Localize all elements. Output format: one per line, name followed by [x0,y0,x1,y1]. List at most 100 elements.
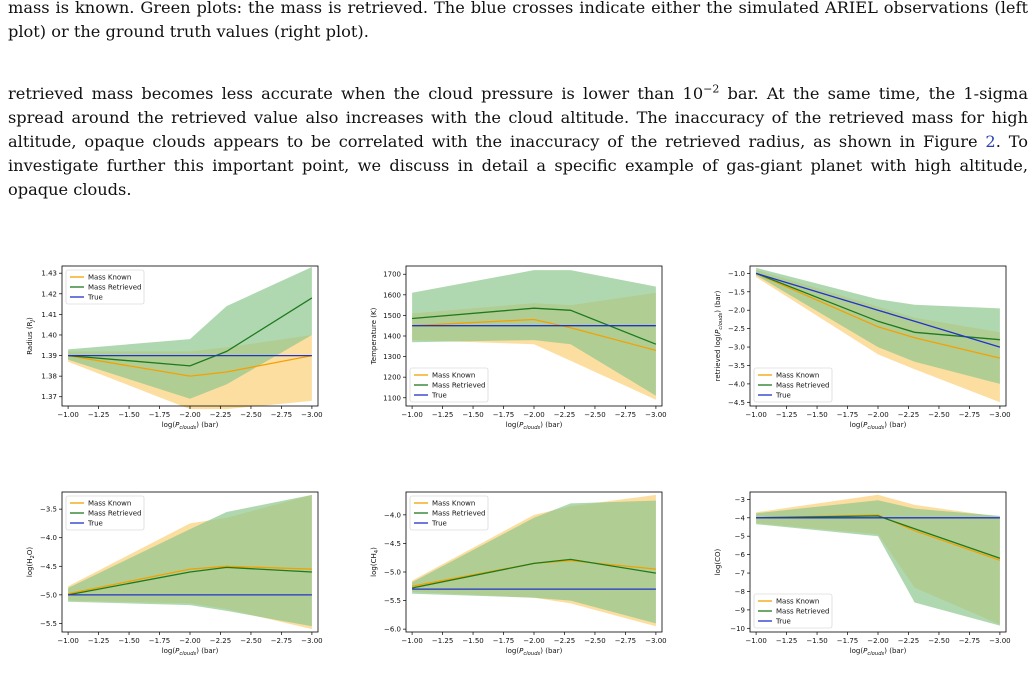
legend-box [753,367,833,403]
x-tick-label: −2.50 [240,411,261,419]
x-tick-label: −1.50 [806,637,827,645]
x-tick-label: −1.75 [149,411,170,419]
paragraph-text: bar. At the same time, the 1-sigma [719,84,1028,103]
x-tick-label: −1.25 [432,637,453,645]
y-tick-label: 1.43 [41,270,57,278]
x-tick-label: −2.50 [584,411,605,419]
x-tick-label: −1.50 [462,637,483,645]
x-tick-label: −3.00 [301,637,322,645]
x-tick-label: −1.50 [118,411,139,419]
ch4-abundance-plot: −1.00 −1.25 −1.50 −1.75 −2.00 −2.25 −2.50 −2.75… [370,491,667,657]
x-tick-label: −2.50 [584,637,605,645]
caption-line: mass is known. Green plots: the mass is … [8,0,1028,17]
x-tick-label: −2.00 [523,637,544,645]
y-tick-label: 1100 [383,394,401,402]
series-line-retrieved [412,307,657,345]
x-tick-label: −1.50 [118,637,139,645]
x-tick-label: −3.00 [645,637,666,645]
legend-label: True [431,520,447,528]
y-tick-label: −4.0 [384,511,401,519]
series-line-retrieved [68,297,313,367]
y-tick-label: 1.39 [41,352,57,360]
x-tick-label: −1.00 [401,637,422,645]
y-tick-label: −3 [735,496,745,504]
paragraph-text: . To [995,132,1028,151]
series-line-retrieved [755,272,1000,341]
y-tick-label: −2.0 [728,307,745,315]
legend-label: Mass Known [432,500,475,508]
legend-label: Mass Retrieved [776,382,829,390]
series-line-known [67,565,312,595]
radius-plot: −1.00 −1.25 −1.50 −1.75 −2.00 −2.25 −2.50 −2.75… [26,265,323,431]
y-tick-label: 1700 [383,271,401,279]
y-tick-label: 1300 [383,353,401,361]
x-tick-label: −1.50 [806,411,827,419]
sigma-band-retrieved [412,500,656,624]
x-tick-label: −2.75 [615,637,636,645]
sigma-band-retrieved [412,270,656,396]
legend-label: Mass Known [776,598,819,606]
x-tick-label: −2.75 [959,411,980,419]
y-tick-label: −6 [735,551,746,559]
y-tick-label: −5 [735,533,745,541]
series-line-true [755,272,1001,348]
y-tick-label: 1400 [383,333,401,341]
h2o-abundance-plot: −1.00 −1.25 −1.50 −1.75 −2.00 −2.25 −2.50 −2.75… [26,491,323,657]
x-tick-label: −1.00 [57,411,78,419]
caption-line: plot) or the ground truth values (right … [8,22,369,41]
y-tick-label: −4.5 [728,399,745,407]
y-tick-label: −10 [730,625,745,633]
temperature-plot: −1.00 −1.25 −1.50 −1.75 −2.00 −2.25 −2.50 −2.75… [370,265,667,431]
sigma-band-retrieved [68,494,312,627]
legend-label: Mass Known [432,372,475,380]
y-tick-label: −2.5 [728,325,745,333]
x-tick-label: −1.25 [88,637,109,645]
series-line-known [67,354,313,377]
paragraph-line: altitude, opaque clouds appears to be co… [8,130,1028,154]
x-tick-label: −2.00 [179,637,200,645]
y-tick-label: −8 [735,588,745,596]
x-tick-label: −2.25 [554,637,575,645]
sigma-band-retrieved [756,500,1000,626]
legend-label: True [87,294,103,302]
legend-label: Mass Retrieved [432,510,485,518]
y-tick-label: −1.0 [728,270,745,278]
x-tick-label: −1.50 [462,411,483,419]
legend-box [753,593,833,629]
x-tick-label: −2.75 [271,637,292,645]
legend-label: Mass Known [88,500,131,508]
y-tick-label: −6.0 [384,626,401,634]
y-tick-label: −5.0 [40,591,57,599]
paragraph-line: spread around the retrieved value also i… [8,108,1028,127]
x-tick-label: −2.00 [867,637,888,645]
series-line-retrieved [67,566,312,596]
x-tick-label: −3.00 [301,411,322,419]
series-line-retrieved [411,558,657,589]
y-tick-label: 1.41 [41,311,57,319]
x-tick-label: −1.25 [432,411,453,419]
x-tick-label: −2.00 [523,411,544,419]
legend-box [65,495,145,531]
legend-label: True [431,392,447,400]
x-tick-label: −2.00 [867,411,888,419]
x-tick-label: −2.50 [240,637,261,645]
figure-reference-link[interactable]: 2 [985,132,996,151]
x-tick-label: −2.25 [210,637,231,645]
y-tick-label: −4.0 [40,534,57,542]
x-tick-label: −1.00 [57,637,78,645]
y-tick-label: 1.40 [41,331,57,339]
legend-label: Mass Known [88,274,131,282]
x-tick-label: −1.75 [837,411,858,419]
y-tick-label: 1.37 [41,393,57,401]
y-tick-label: 1.42 [41,290,57,298]
x-axis-label: log(Pclouds) (bar) [162,421,219,431]
y-tick-label: −7 [735,570,745,578]
x-tick-label: −1.00 [745,637,766,645]
x-tick-label: −1.00 [401,411,422,419]
body-paragraph: retrieved mass becomes less accurate whe… [8,82,1028,202]
x-axis-label: log(Pclouds) (bar) [162,647,219,657]
x-tick-label: −1.25 [88,411,109,419]
x-tick-label: −2.50 [928,411,949,419]
legend-label: Mass Retrieved [432,382,485,390]
legend-label: Mass Retrieved [88,284,141,292]
